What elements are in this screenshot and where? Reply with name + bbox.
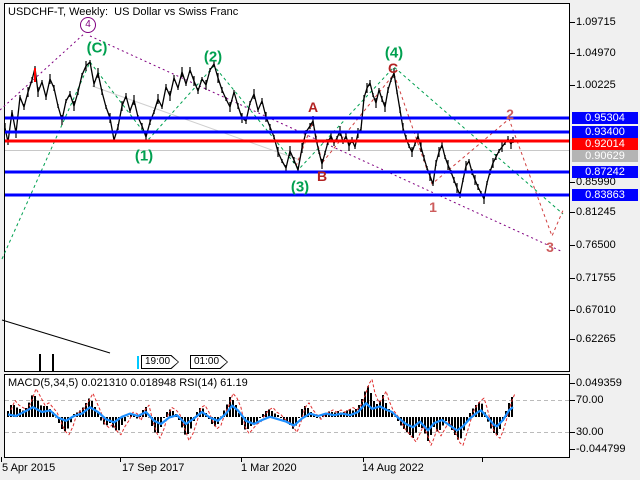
rsi-line bbox=[7, 402, 514, 432]
macd-signal-line bbox=[10, 378, 516, 446]
purple-channel-right bbox=[89, 35, 564, 253]
black-trendline bbox=[1, 319, 111, 354]
purple-channel-left bbox=[0, 32, 86, 111]
main-chart-panel bbox=[4, 3, 570, 372]
